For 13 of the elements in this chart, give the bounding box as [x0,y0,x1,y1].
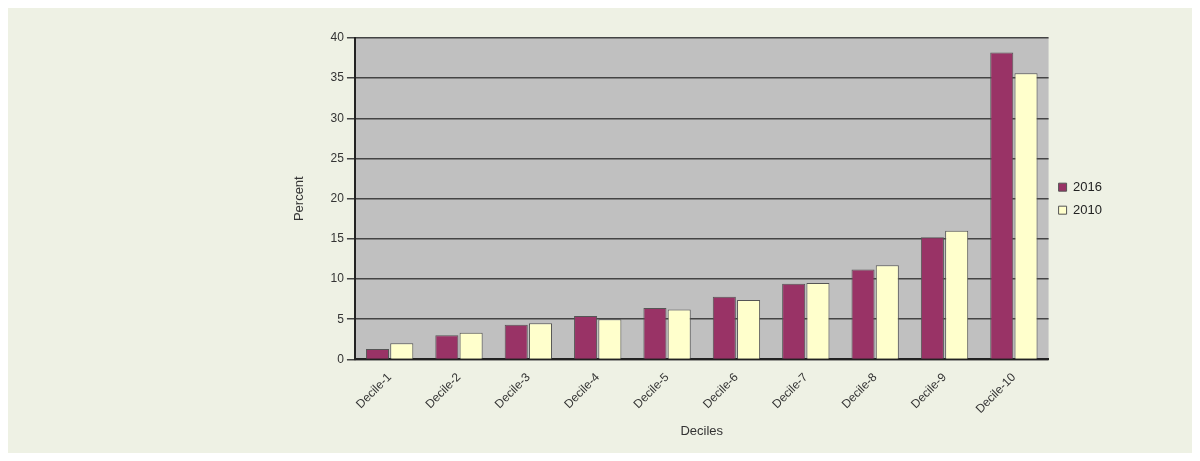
legend-label: 2016 [1073,178,1102,194]
y-tick-label: 30 [330,110,345,125]
y-tick-label: 0 [337,351,345,366]
x-axis-title: Deciles [680,422,724,438]
y-axis-title: Percent [291,175,307,222]
legend-label: 2010 [1073,201,1102,217]
y-tick-label: 15 [330,231,345,246]
y-tick-label: 35 [330,70,345,85]
y-tick-label: 40 [330,30,345,45]
y-tick-label: 10 [330,271,345,286]
y-tick-label: 5 [337,311,345,326]
y-tick-label: 25 [330,150,345,165]
y-tick-label: 20 [330,191,345,205]
